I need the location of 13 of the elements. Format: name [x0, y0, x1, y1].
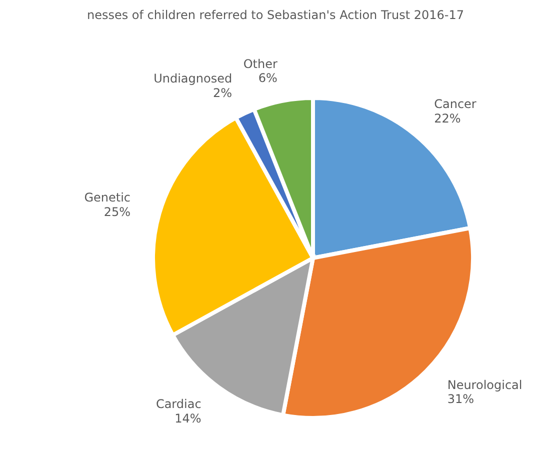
chart-title: nesses of children referred to Sebastian's Action Trust 2016-17 [86, 8, 465, 22]
slice-label: Cardiac [156, 397, 202, 412]
data-label: 6% [258, 71, 278, 86]
data-label: 31% [447, 392, 474, 406]
slice-label: Genetic [84, 190, 131, 204]
data-label: 25% [104, 204, 131, 219]
data-label: 22% [434, 111, 461, 126]
slice-label: Undiagnosed [154, 71, 232, 86]
data-label: 14% [174, 412, 202, 426]
data-label: 2% [213, 86, 232, 100]
slice-label: Other [243, 56, 278, 71]
slice-label: Neurological [447, 378, 522, 392]
slice-label: Cancer [434, 97, 476, 111]
